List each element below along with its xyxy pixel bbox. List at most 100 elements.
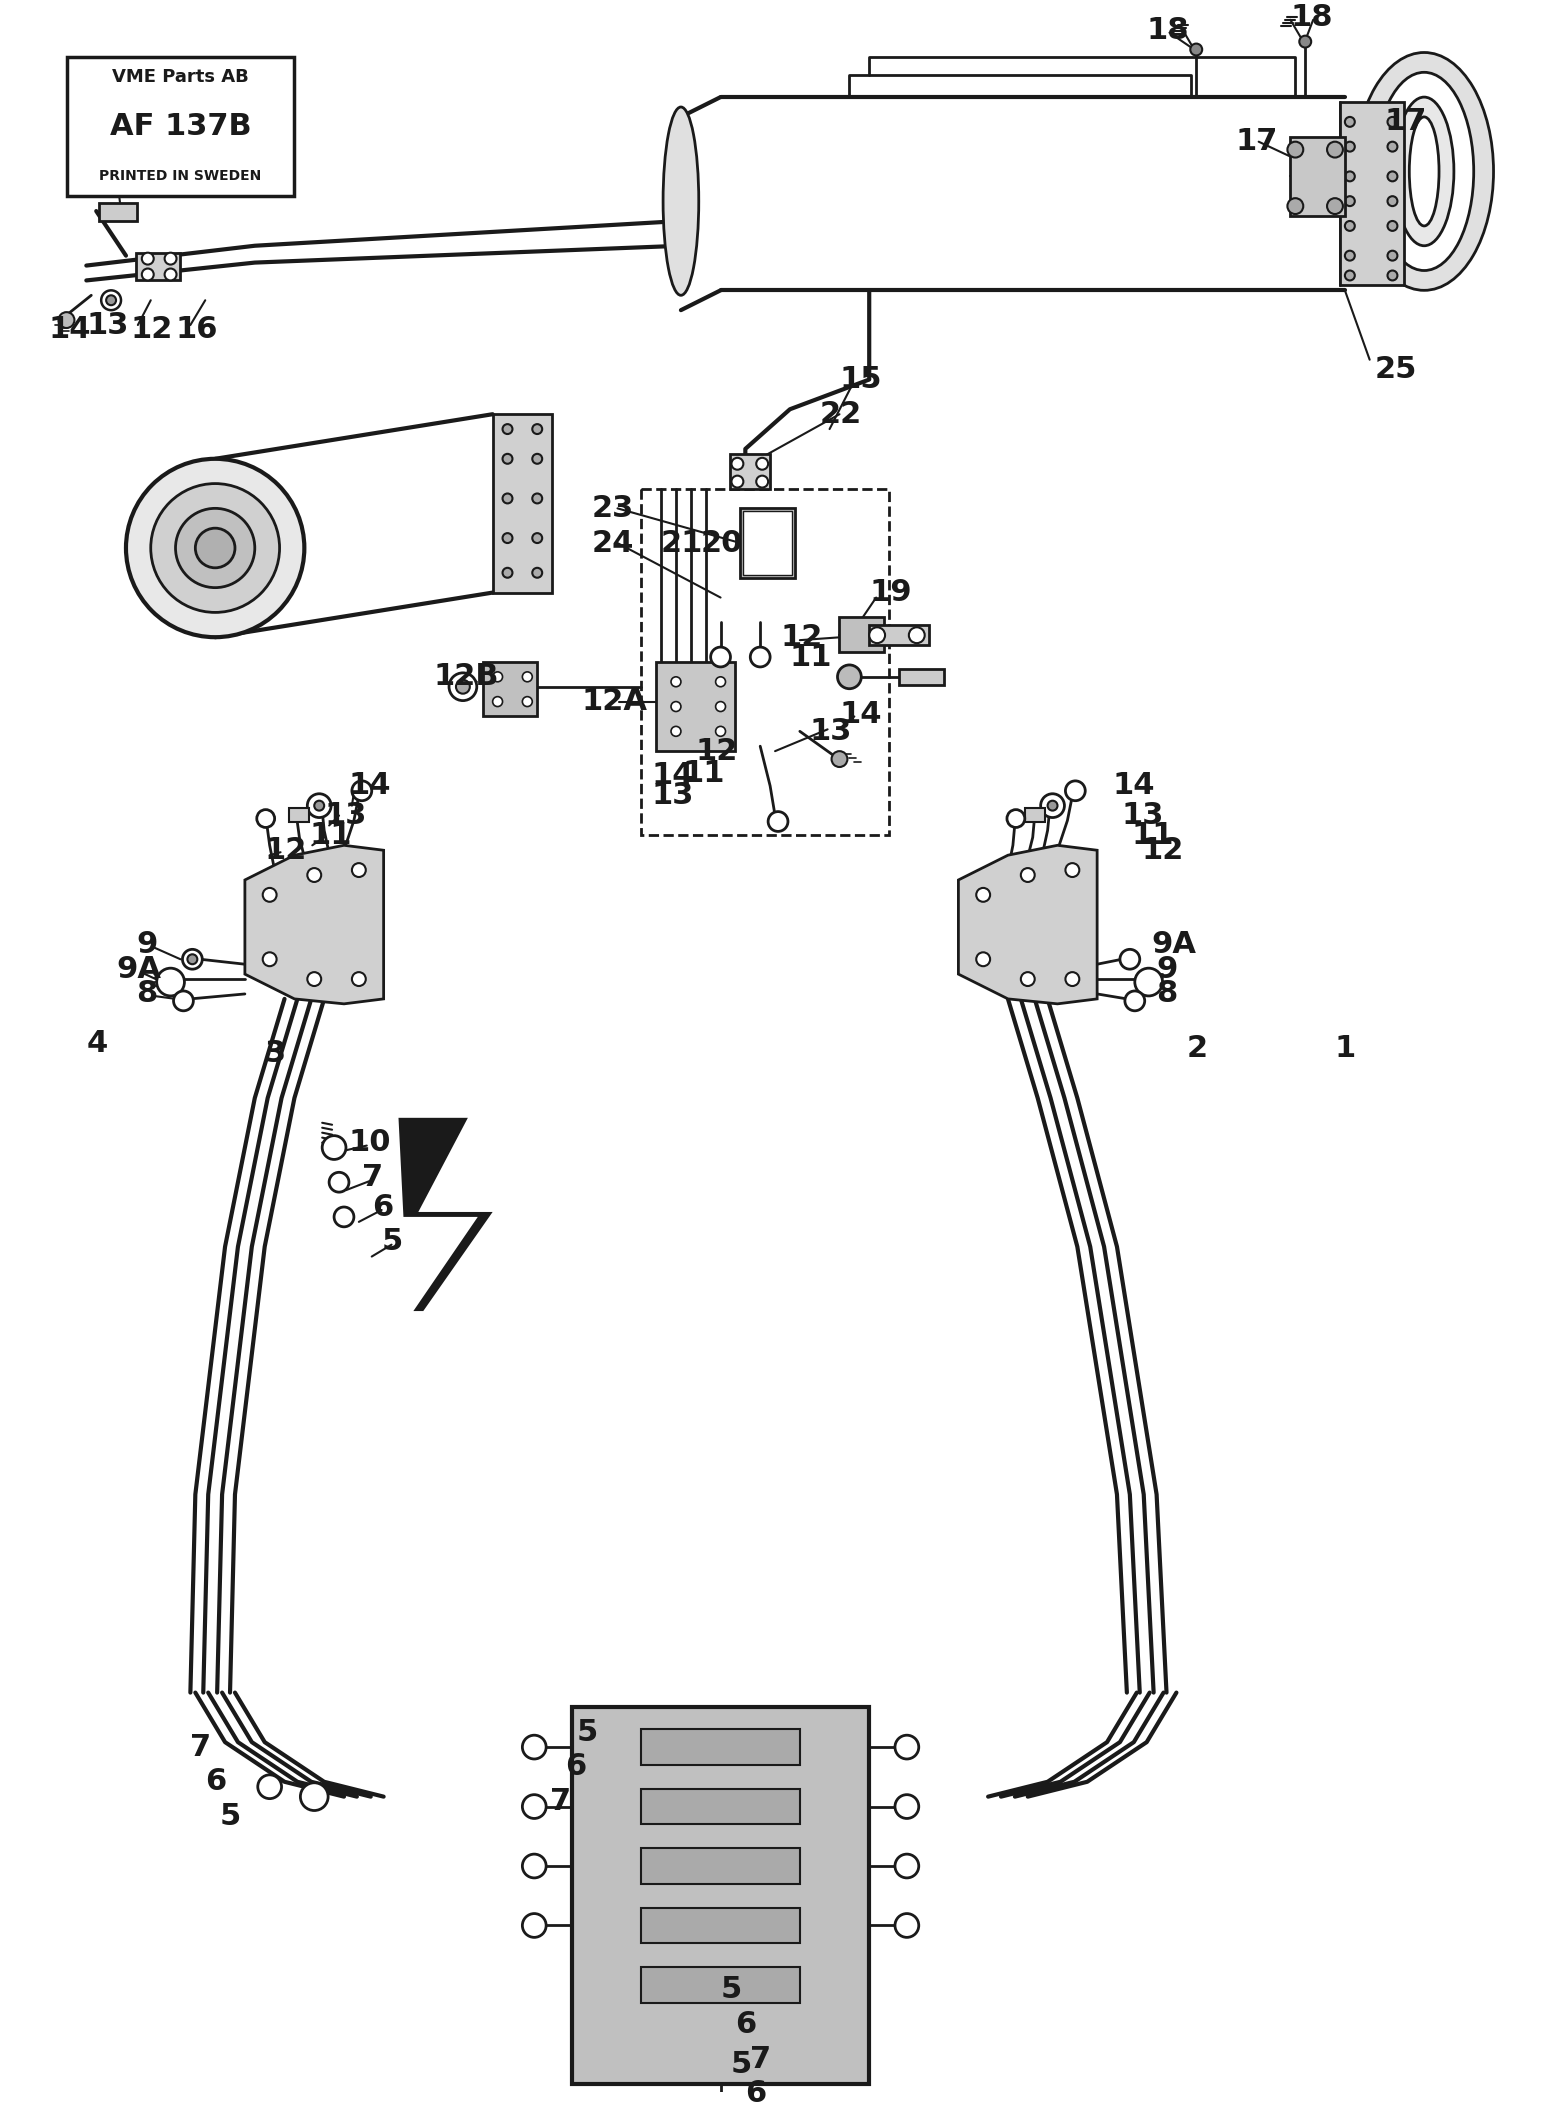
Circle shape	[263, 887, 277, 902]
Ellipse shape	[196, 529, 235, 567]
Circle shape	[750, 647, 770, 666]
Circle shape	[352, 972, 366, 987]
Circle shape	[909, 628, 925, 643]
Circle shape	[493, 672, 502, 681]
Circle shape	[1388, 196, 1398, 207]
Circle shape	[1191, 44, 1202, 55]
Text: 13: 13	[809, 717, 851, 746]
Circle shape	[1135, 968, 1163, 995]
Circle shape	[1388, 171, 1398, 181]
Circle shape	[1344, 221, 1355, 232]
Text: 15: 15	[839, 365, 883, 394]
Text: 14: 14	[49, 316, 91, 344]
Text: 14: 14	[651, 761, 693, 790]
Circle shape	[523, 696, 532, 706]
Circle shape	[1121, 949, 1139, 970]
Text: 6: 6	[745, 2078, 767, 2108]
Circle shape	[523, 1855, 546, 1878]
Circle shape	[455, 679, 470, 694]
Text: 16: 16	[175, 316, 218, 344]
Bar	[1291, 137, 1344, 215]
Text: 9A: 9A	[1152, 930, 1197, 959]
Circle shape	[756, 476, 768, 487]
Text: VME Parts AB: VME Parts AB	[113, 67, 249, 86]
Circle shape	[300, 1783, 329, 1811]
Text: 10: 10	[349, 1128, 391, 1157]
Text: 14: 14	[1113, 772, 1155, 801]
Bar	[743, 512, 792, 575]
Text: 6: 6	[565, 1752, 587, 1781]
Text: 14: 14	[349, 772, 391, 801]
Bar	[642, 1908, 800, 1944]
Text: 12A: 12A	[582, 687, 648, 717]
Circle shape	[523, 1914, 546, 1937]
Ellipse shape	[175, 508, 255, 588]
Text: 12: 12	[779, 622, 822, 651]
Text: 5: 5	[577, 1718, 598, 1748]
Circle shape	[263, 953, 277, 965]
Text: 23: 23	[592, 493, 634, 523]
Circle shape	[333, 1208, 354, 1227]
Bar	[66, 57, 294, 196]
Circle shape	[352, 780, 372, 801]
Circle shape	[502, 453, 512, 464]
Text: 13: 13	[324, 801, 366, 831]
Circle shape	[352, 862, 366, 877]
Text: 6: 6	[205, 1767, 227, 1796]
Bar	[642, 1729, 800, 1764]
Circle shape	[1344, 141, 1355, 152]
Text: 5: 5	[382, 1227, 402, 1256]
Circle shape	[307, 972, 321, 987]
Circle shape	[183, 949, 202, 970]
Circle shape	[258, 1775, 282, 1798]
Circle shape	[502, 533, 512, 544]
Text: 12: 12	[696, 736, 739, 765]
Polygon shape	[399, 1117, 493, 1311]
Circle shape	[1344, 116, 1355, 126]
Text: 24: 24	[592, 529, 634, 557]
Bar	[1025, 807, 1044, 822]
Circle shape	[315, 801, 324, 812]
Circle shape	[731, 476, 743, 487]
Circle shape	[523, 672, 532, 681]
Circle shape	[493, 696, 502, 706]
Circle shape	[895, 1735, 919, 1758]
Circle shape	[307, 795, 332, 818]
Circle shape	[715, 677, 726, 687]
Text: 9: 9	[136, 930, 157, 959]
Circle shape	[1288, 141, 1304, 158]
Bar	[136, 253, 180, 280]
Text: 18: 18	[1291, 4, 1333, 32]
Circle shape	[869, 628, 886, 643]
Text: 13: 13	[86, 310, 128, 339]
Bar	[99, 202, 136, 221]
Bar	[642, 1790, 800, 1823]
Text: 3: 3	[264, 1039, 286, 1069]
Circle shape	[768, 812, 787, 831]
Bar	[660, 2104, 779, 2108]
Circle shape	[977, 887, 991, 902]
Text: AF 137B: AF 137B	[110, 112, 252, 141]
Bar	[839, 618, 884, 651]
Circle shape	[523, 1735, 546, 1758]
Circle shape	[1020, 972, 1034, 987]
Circle shape	[1344, 171, 1355, 181]
Ellipse shape	[664, 108, 698, 295]
Circle shape	[831, 750, 847, 767]
Circle shape	[102, 291, 121, 310]
Text: 13: 13	[651, 782, 693, 809]
Circle shape	[895, 1855, 919, 1878]
Text: 8: 8	[1157, 980, 1178, 1008]
Circle shape	[1020, 868, 1034, 881]
Circle shape	[532, 567, 541, 578]
Text: 17: 17	[1236, 126, 1279, 156]
Circle shape	[1344, 196, 1355, 207]
Text: 7: 7	[191, 1733, 211, 1762]
Circle shape	[671, 677, 681, 687]
Text: PRINTED IN SWEDEN: PRINTED IN SWEDEN	[99, 169, 261, 183]
Circle shape	[142, 253, 153, 266]
Ellipse shape	[125, 460, 304, 637]
Circle shape	[1125, 991, 1144, 1012]
Circle shape	[1327, 141, 1343, 158]
Text: 6: 6	[372, 1193, 393, 1221]
